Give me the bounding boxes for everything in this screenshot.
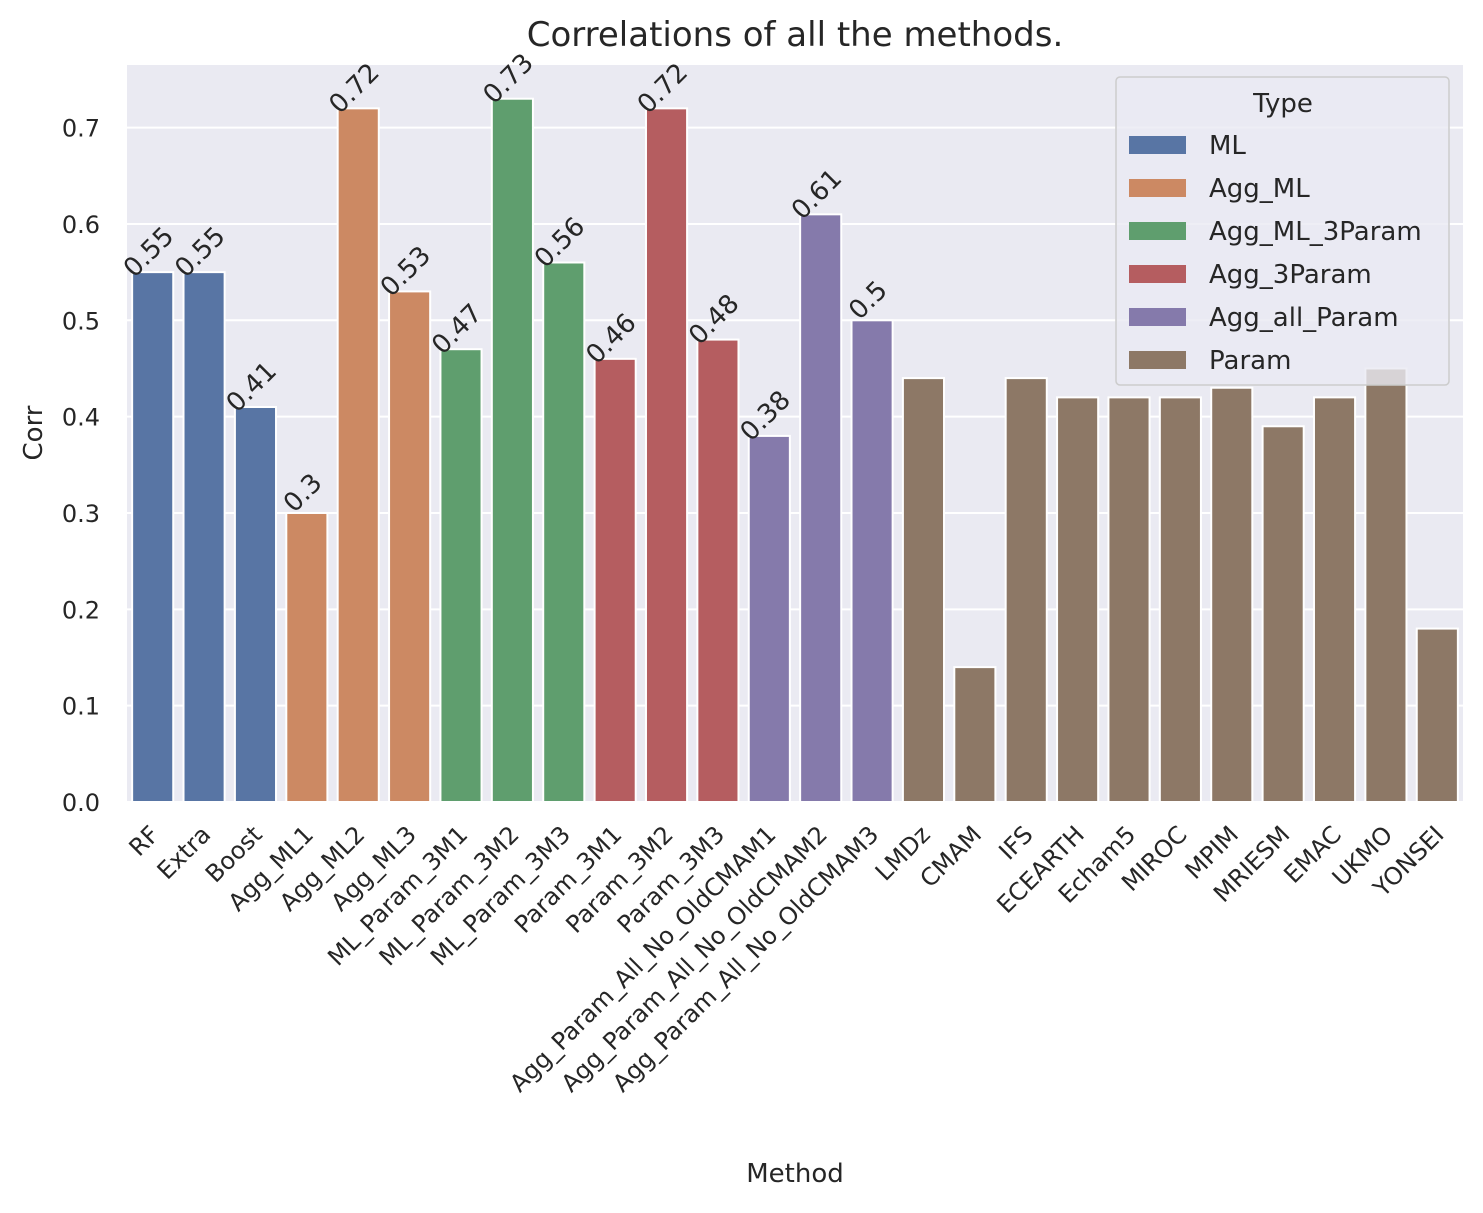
legend-title: Type bbox=[1252, 89, 1313, 119]
legend-label: Agg_all_Param bbox=[1209, 303, 1399, 333]
bar bbox=[1415, 627, 1459, 804]
chart-title: Correlations of all the methods. bbox=[527, 15, 1064, 55]
y-tick-label: 0.2 bbox=[62, 596, 100, 624]
y-tick-label: 0.0 bbox=[62, 789, 100, 817]
bar bbox=[542, 261, 586, 804]
legend-frame bbox=[1115, 76, 1450, 386]
bar bbox=[1210, 386, 1254, 803]
bar bbox=[439, 348, 483, 803]
bar bbox=[131, 271, 175, 803]
bar bbox=[336, 107, 380, 803]
bar bbox=[285, 511, 329, 804]
bar bbox=[1158, 396, 1202, 803]
bar bbox=[696, 338, 740, 803]
y-tick-labels: 0.0 0.1 0.2 0.3 0.4 0.5 0.6 0.7 bbox=[62, 115, 100, 817]
bars bbox=[131, 97, 1459, 804]
bar bbox=[182, 271, 226, 803]
bar bbox=[1261, 425, 1305, 803]
y-tick-label: 0.1 bbox=[62, 693, 100, 721]
y-tick-label: 0.7 bbox=[62, 115, 100, 143]
bar bbox=[953, 666, 997, 804]
bar bbox=[850, 319, 894, 803]
bar bbox=[593, 357, 637, 803]
legend-label: Agg_3Param bbox=[1209, 260, 1372, 290]
legend-label: ML bbox=[1209, 131, 1246, 161]
legend-label: Agg_ML bbox=[1209, 174, 1310, 204]
legend-swatch bbox=[1129, 222, 1186, 240]
bar bbox=[644, 107, 689, 803]
legend: Type ML Agg_ML Agg_ML_3Param Agg_3Param Agg_… bbox=[1115, 76, 1450, 386]
bar bbox=[233, 406, 278, 803]
x-tick-label: RF bbox=[124, 820, 165, 861]
legend-swatch bbox=[1129, 265, 1186, 283]
bar bbox=[1364, 367, 1408, 803]
bar bbox=[901, 377, 946, 803]
bar bbox=[1056, 396, 1100, 803]
legend-swatch bbox=[1129, 136, 1186, 154]
bar bbox=[490, 97, 534, 804]
legend-swatch bbox=[1129, 351, 1186, 369]
x-tick-labels: RFExtraBoostAgg_ML1Agg_ML2Agg_ML3ML_Para… bbox=[124, 820, 1450, 1097]
legend-label: Agg_ML_3Param bbox=[1209, 217, 1422, 247]
bar bbox=[388, 290, 432, 803]
bar bbox=[799, 213, 843, 804]
bar bbox=[1004, 377, 1048, 803]
y-tick-label: 0.3 bbox=[62, 500, 100, 528]
bar bbox=[1107, 396, 1151, 803]
bar bbox=[1312, 396, 1357, 803]
legend-swatch bbox=[1129, 179, 1186, 197]
y-axis-title: Corr bbox=[19, 405, 49, 460]
y-tick-label: 0.4 bbox=[62, 404, 100, 432]
y-tick-label: 0.6 bbox=[62, 211, 100, 239]
bar bbox=[747, 434, 791, 803]
legend-label: Param bbox=[1209, 346, 1291, 376]
legend-swatch bbox=[1129, 308, 1186, 326]
y-tick-label: 0.5 bbox=[62, 307, 100, 335]
x-axis-title: Method bbox=[746, 1159, 844, 1189]
